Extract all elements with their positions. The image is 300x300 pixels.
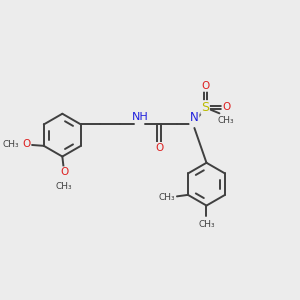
Text: NH: NH — [132, 112, 149, 122]
Text: N: N — [190, 111, 199, 124]
Text: S: S — [201, 101, 209, 114]
Text: O: O — [222, 102, 231, 112]
Text: O: O — [155, 142, 163, 153]
Text: O: O — [60, 167, 68, 177]
Text: O: O — [22, 140, 31, 149]
Text: CH₃: CH₃ — [218, 116, 234, 125]
Text: CH₃: CH₃ — [56, 182, 72, 191]
Text: CH₃: CH₃ — [159, 193, 176, 202]
Text: O: O — [201, 81, 209, 91]
Text: CH₃: CH₃ — [198, 220, 215, 229]
Text: CH₃: CH₃ — [3, 140, 20, 149]
